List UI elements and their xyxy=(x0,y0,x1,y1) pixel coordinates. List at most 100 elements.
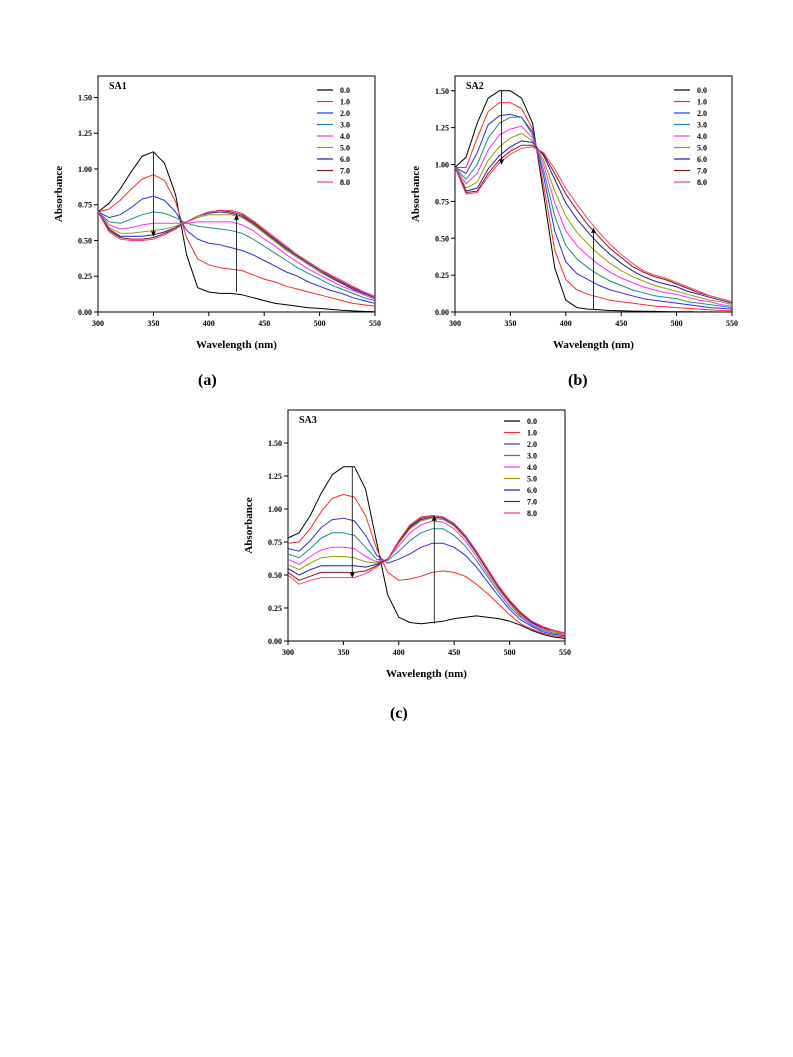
y-tick-label: 1.00 xyxy=(78,165,92,174)
x-tick-label: 300 xyxy=(449,319,461,328)
x-tick-label: 400 xyxy=(560,319,572,328)
legend-label: 1.0 xyxy=(697,98,707,107)
x-tick-label: 350 xyxy=(504,319,516,328)
y-tick-label: 0.00 xyxy=(435,308,449,317)
x-axis-label: Wavelength (nm) xyxy=(553,339,634,351)
legend-label: 8.0 xyxy=(697,178,707,187)
series-line-7-0 xyxy=(287,515,566,634)
y-tick-label: 1.25 xyxy=(78,129,92,138)
legend-label: 3.0 xyxy=(697,121,707,130)
y-axis-label: Absorbance xyxy=(410,166,422,222)
y-tick-label: 0.25 xyxy=(435,271,449,280)
caption-b: (b) xyxy=(568,372,588,389)
trend-arrow-head xyxy=(431,515,437,521)
trend-arrow-head xyxy=(150,231,156,237)
x-tick-label: 500 xyxy=(671,319,683,328)
y-tick-label: 1.50 xyxy=(435,87,449,96)
y-tick-label: 0.50 xyxy=(268,571,282,580)
y-tick-label: 1.50 xyxy=(78,93,92,102)
legend-label: 8.0 xyxy=(527,509,537,518)
x-tick-label: 450 xyxy=(448,648,460,657)
legend-label: 5.0 xyxy=(697,144,707,153)
chart-title: SA1 xyxy=(109,81,127,92)
x-tick-label: 400 xyxy=(203,319,215,328)
series-line-0-0 xyxy=(97,151,376,313)
legend-label: 6.0 xyxy=(340,155,350,164)
legend-label: 0.0 xyxy=(697,86,707,95)
y-tick-label: 0.25 xyxy=(78,272,92,281)
series-line-4-0 xyxy=(287,520,566,635)
legend-label: 4.0 xyxy=(340,132,350,141)
y-tick-label: 0.00 xyxy=(268,637,282,646)
trend-arrow-head xyxy=(499,159,505,165)
x-tick-label: 300 xyxy=(92,319,104,328)
series-line-8-0 xyxy=(97,209,376,297)
y-tick-label: 0.75 xyxy=(435,197,449,206)
y-tick-label: 1.25 xyxy=(435,124,449,133)
plot-frame xyxy=(287,409,566,642)
x-tick-label: 500 xyxy=(314,319,326,328)
y-tick-label: 1.00 xyxy=(435,161,449,170)
series-line-7-0 xyxy=(97,209,376,297)
legend-label: 5.0 xyxy=(527,475,537,484)
legend-label: 0.0 xyxy=(340,86,350,95)
x-tick-label: 400 xyxy=(393,648,405,657)
caption-c: (c) xyxy=(390,705,408,722)
y-axis-label: Absorbance xyxy=(53,166,65,222)
x-tick-label: 450 xyxy=(258,319,270,328)
legend-label: 8.0 xyxy=(340,178,350,187)
legend-label: 7.0 xyxy=(527,498,537,507)
x-tick-label: 550 xyxy=(559,648,571,657)
x-tick-label: 550 xyxy=(726,319,738,328)
plot-frame xyxy=(97,75,376,313)
legend-label: 2.0 xyxy=(697,109,707,118)
chart-title: SA2 xyxy=(466,81,484,92)
legend-label: 7.0 xyxy=(340,167,350,176)
x-tick-label: 450 xyxy=(615,319,627,328)
trend-arrow-head xyxy=(591,227,596,233)
legend-label: 3.0 xyxy=(527,452,537,461)
legend-label: 1.0 xyxy=(340,98,350,107)
x-tick-label: 300 xyxy=(282,648,294,657)
y-tick-label: 1.25 xyxy=(268,472,282,481)
series-line-5-0 xyxy=(287,517,566,634)
y-tick-label: 0.25 xyxy=(268,604,282,613)
x-axis-label: Wavelength (nm) xyxy=(196,339,277,351)
legend-label: 1.0 xyxy=(527,429,537,438)
series-line-0-0 xyxy=(287,466,566,639)
legend-label: 4.0 xyxy=(527,463,537,472)
plot-frame xyxy=(454,75,733,313)
series-line-1-0 xyxy=(287,494,566,638)
caption-a: (a) xyxy=(198,372,217,389)
x-axis-label: Wavelength (nm) xyxy=(386,668,467,680)
x-tick-label: 550 xyxy=(369,319,381,328)
legend-label: 3.0 xyxy=(340,121,350,130)
series-line-8-0 xyxy=(287,515,566,634)
legend-label: 7.0 xyxy=(697,167,707,176)
y-tick-label: 0.50 xyxy=(435,234,449,243)
y-tick-label: 1.50 xyxy=(268,439,282,448)
chart-title: SA3 xyxy=(299,415,317,426)
y-tick-label: 0.00 xyxy=(78,308,92,317)
y-tick-label: 1.00 xyxy=(268,505,282,514)
y-axis-label: Absorbance xyxy=(243,497,255,553)
y-tick-label: 0.75 xyxy=(268,538,282,547)
x-tick-label: 350 xyxy=(147,319,159,328)
trend-arrow-head xyxy=(234,214,239,220)
legend-label: 5.0 xyxy=(340,144,350,153)
y-tick-label: 0.75 xyxy=(78,201,92,210)
trend-arrow-head xyxy=(349,572,355,578)
legend-label: 6.0 xyxy=(697,155,707,164)
legend-label: 2.0 xyxy=(340,109,350,118)
series-line-3-0 xyxy=(287,528,566,635)
x-tick-label: 500 xyxy=(504,648,516,657)
legend-label: 6.0 xyxy=(527,486,537,495)
series-line-2-0 xyxy=(287,517,566,637)
y-tick-label: 0.50 xyxy=(78,236,92,245)
legend-label: 2.0 xyxy=(527,440,537,449)
x-tick-label: 350 xyxy=(337,648,349,657)
legend-label: 0.0 xyxy=(527,417,537,426)
